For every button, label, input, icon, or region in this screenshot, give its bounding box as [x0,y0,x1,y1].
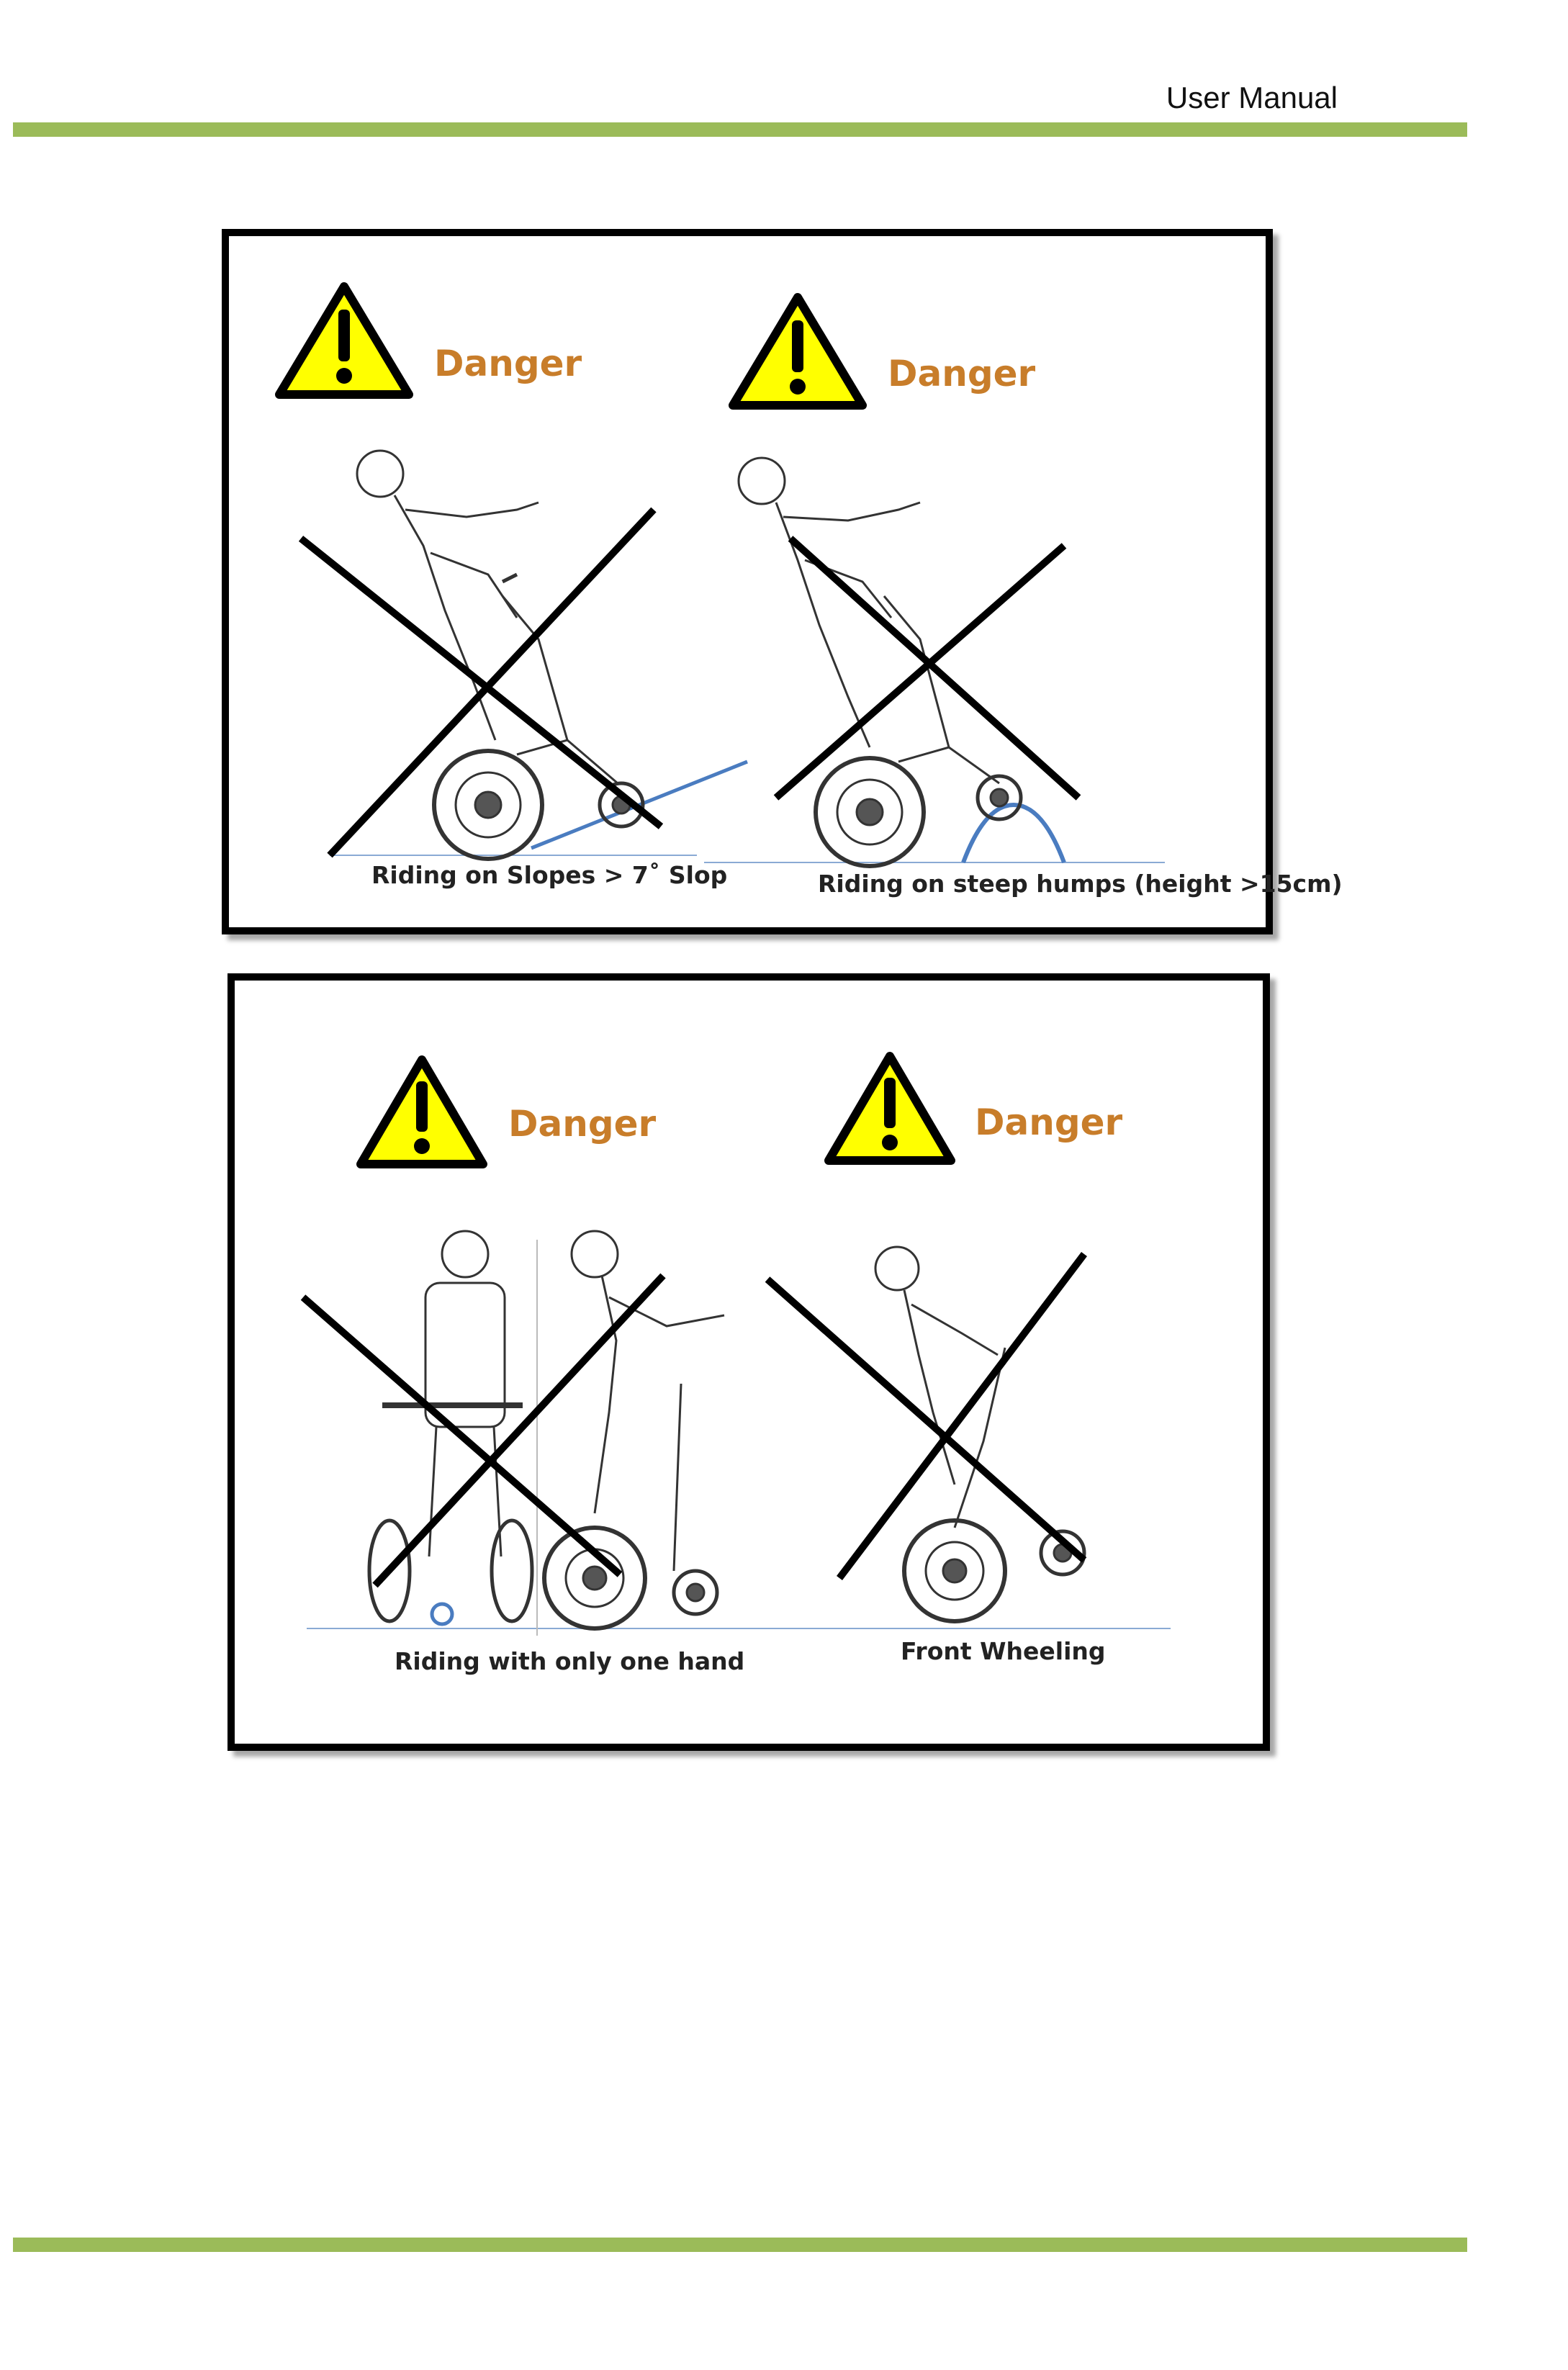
danger-label: Danger [434,343,582,384]
header-title: User Manual [1166,81,1338,114]
warning-triangle-icon [824,1052,955,1165]
warning-triangle-icon [275,282,413,399]
warning-panel-1: Danger Danger Riding on Slopes > 7˚ Slop… [222,229,1343,934]
caption-front-wheeling: Front Wheeling [901,1637,1106,1665]
danger-label: Danger [508,1103,657,1145]
caption-humps: Riding on steep humps (height >15cm) [818,870,1343,898]
caption-slopes: Riding on Slopes > 7˚ Slop [371,861,728,889]
danger-label: Danger [888,353,1036,395]
front-wheeling-drawing [874,1245,1086,1623]
prohibited-cross-mark [300,1294,623,1577]
one-hand-rider-drawing [307,1230,1171,1636]
warning-triangle-icon [356,1055,487,1168]
prohibited-cross-mark [298,536,664,829]
bottom-rule [13,2238,1467,2252]
panel-1-illustration [275,282,1165,868]
panel-2-illustration [300,1052,1171,1636]
caption-one-hand: Riding with only one hand [395,1647,745,1675]
slope-rider-drawing [330,449,748,861]
prohibited-cross-mark [788,536,1081,801]
warning-panel-2: Danger Danger Riding with only one hand … [227,973,1270,1751]
warning-triangle-icon [729,293,867,410]
danger-label: Danger [975,1101,1123,1143]
prohibited-cross-mark [765,1276,1087,1563]
top-rule [13,122,1467,137]
